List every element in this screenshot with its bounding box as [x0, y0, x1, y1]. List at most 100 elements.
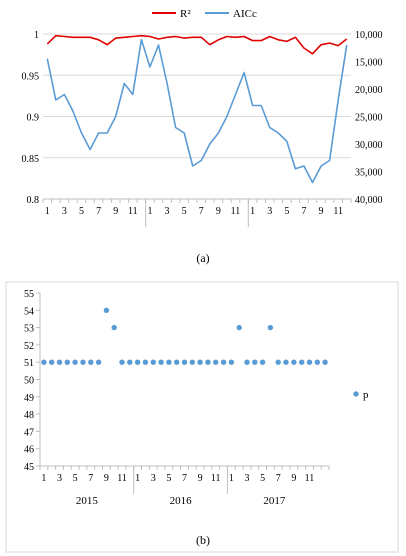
- data-point: [127, 359, 133, 365]
- y-right-tick-label: 15,000: [355, 58, 383, 69]
- x-month-label: 3: [62, 206, 67, 217]
- x-month-label: 11: [211, 473, 221, 484]
- data-point: [158, 359, 164, 365]
- data-point: [119, 359, 125, 365]
- x-month-label: 7: [182, 473, 187, 484]
- y-right-tick-label: 40,000: [355, 195, 383, 206]
- y-tick-label: 45: [24, 462, 34, 473]
- x-year-label: 2015: [83, 229, 106, 230]
- legend-label: AICc: [233, 8, 257, 20]
- data-point: [56, 359, 63, 365]
- data-point: [166, 359, 172, 365]
- x-month-label: 3: [151, 473, 156, 484]
- data-point: [103, 307, 110, 313]
- x-month-label: 7: [88, 473, 93, 484]
- y-tick-label: 55: [24, 289, 34, 300]
- x-month-label: 5: [79, 206, 84, 217]
- chart-a: R² AICc 0.8 0.85 0.9 0.95 1 10,000 15,000 20,000…: [22, 8, 383, 230]
- data-point: [252, 359, 258, 365]
- x-month-label: 1: [135, 473, 140, 484]
- x-month-label: 1: [250, 206, 255, 217]
- data-point: [299, 359, 305, 365]
- series-line-aicc: [46, 38, 348, 184]
- data-point: [49, 359, 55, 365]
- chart-a-gridlines: [43, 33, 351, 200]
- x-month-label: 1: [41, 473, 46, 484]
- x-month-label: 9: [216, 206, 221, 217]
- x-year-label: 2017: [289, 229, 312, 230]
- y-tick-label: 47: [24, 427, 34, 438]
- x-month-label: 3: [244, 473, 249, 484]
- y-left-tick-label: 0.9: [27, 113, 40, 124]
- x-month-label: 5: [260, 473, 265, 484]
- chart-a-series: [46, 34, 348, 184]
- x-month-label: 1: [147, 206, 152, 217]
- data-point: [134, 359, 141, 365]
- x-month-label: 3: [57, 473, 62, 484]
- data-point: [267, 324, 274, 331]
- data-point: [174, 359, 180, 365]
- x-year-label: 2016: [186, 229, 209, 230]
- x-month-label: 5: [166, 473, 171, 484]
- y-tick-label: 50: [24, 376, 34, 387]
- data-point: [275, 359, 281, 365]
- y-left-tick-label: 0.95: [22, 71, 40, 82]
- data-point: [72, 359, 78, 365]
- data-point: [259, 359, 266, 365]
- legend-label: p: [363, 389, 369, 401]
- data-point: [205, 359, 211, 365]
- y-left-tick-label: 1: [34, 30, 39, 41]
- x-month-label: 1: [229, 473, 234, 484]
- y-tick-label: 49: [24, 393, 34, 404]
- legend-b: p: [353, 389, 369, 401]
- x-month-label: 9: [319, 206, 324, 217]
- y-right-tick-label: 30,000: [355, 140, 383, 151]
- chart-b-axes: [36, 292, 330, 494]
- x-month-label: 5: [73, 473, 78, 484]
- x-year-label: 2015: [76, 495, 99, 507]
- x-month-label: 11: [231, 206, 241, 217]
- chart-a-axes: [42, 198, 352, 227]
- y-right-tick-label: 35,000: [355, 168, 383, 179]
- data-point: [213, 359, 219, 365]
- legend-a: R² AICc: [152, 8, 257, 20]
- x-month-label: 7: [276, 473, 281, 484]
- data-point: [111, 324, 117, 331]
- caption-b: (b): [196, 533, 210, 547]
- data-point: [189, 359, 195, 365]
- x-year-label: 2017: [263, 495, 286, 507]
- y-tick-label: 53: [24, 324, 34, 335]
- data-point: [244, 359, 250, 365]
- x-month-label: 9: [291, 473, 296, 484]
- x-month-label: 5: [182, 206, 187, 217]
- y-right-tick-label: 10,000: [355, 30, 383, 41]
- x-month-label: 9: [113, 206, 118, 217]
- data-point: [314, 359, 320, 365]
- chart-b-frame: [5, 281, 399, 553]
- x-month-label: 7: [301, 206, 306, 217]
- y-left-tick-label: 0.85: [22, 154, 40, 165]
- legend-label: R²: [180, 8, 191, 20]
- x-month-label: 3: [165, 206, 170, 217]
- x-month-label: 7: [199, 206, 204, 217]
- x-month-label: 5: [284, 206, 289, 217]
- y-tick-label: 46: [24, 445, 34, 456]
- x-month-label: 9: [198, 473, 203, 484]
- data-point: [236, 324, 242, 331]
- y-tick-label: 52: [24, 341, 34, 352]
- data-point: [150, 359, 156, 365]
- data-point: [181, 359, 188, 365]
- chart-b-series: [41, 307, 328, 365]
- y-right-tick-label: 25,000: [355, 113, 383, 124]
- data-point: [197, 359, 203, 365]
- x-month-label: 9: [104, 473, 109, 484]
- data-point: [64, 359, 71, 365]
- x-month-label: 11: [333, 206, 343, 217]
- y-tick-label: 48: [24, 410, 34, 421]
- y-tick-label: 51: [24, 358, 34, 369]
- x-month-label: 1: [45, 206, 50, 217]
- y-tick-label: 54: [24, 306, 34, 317]
- data-point: [306, 359, 313, 365]
